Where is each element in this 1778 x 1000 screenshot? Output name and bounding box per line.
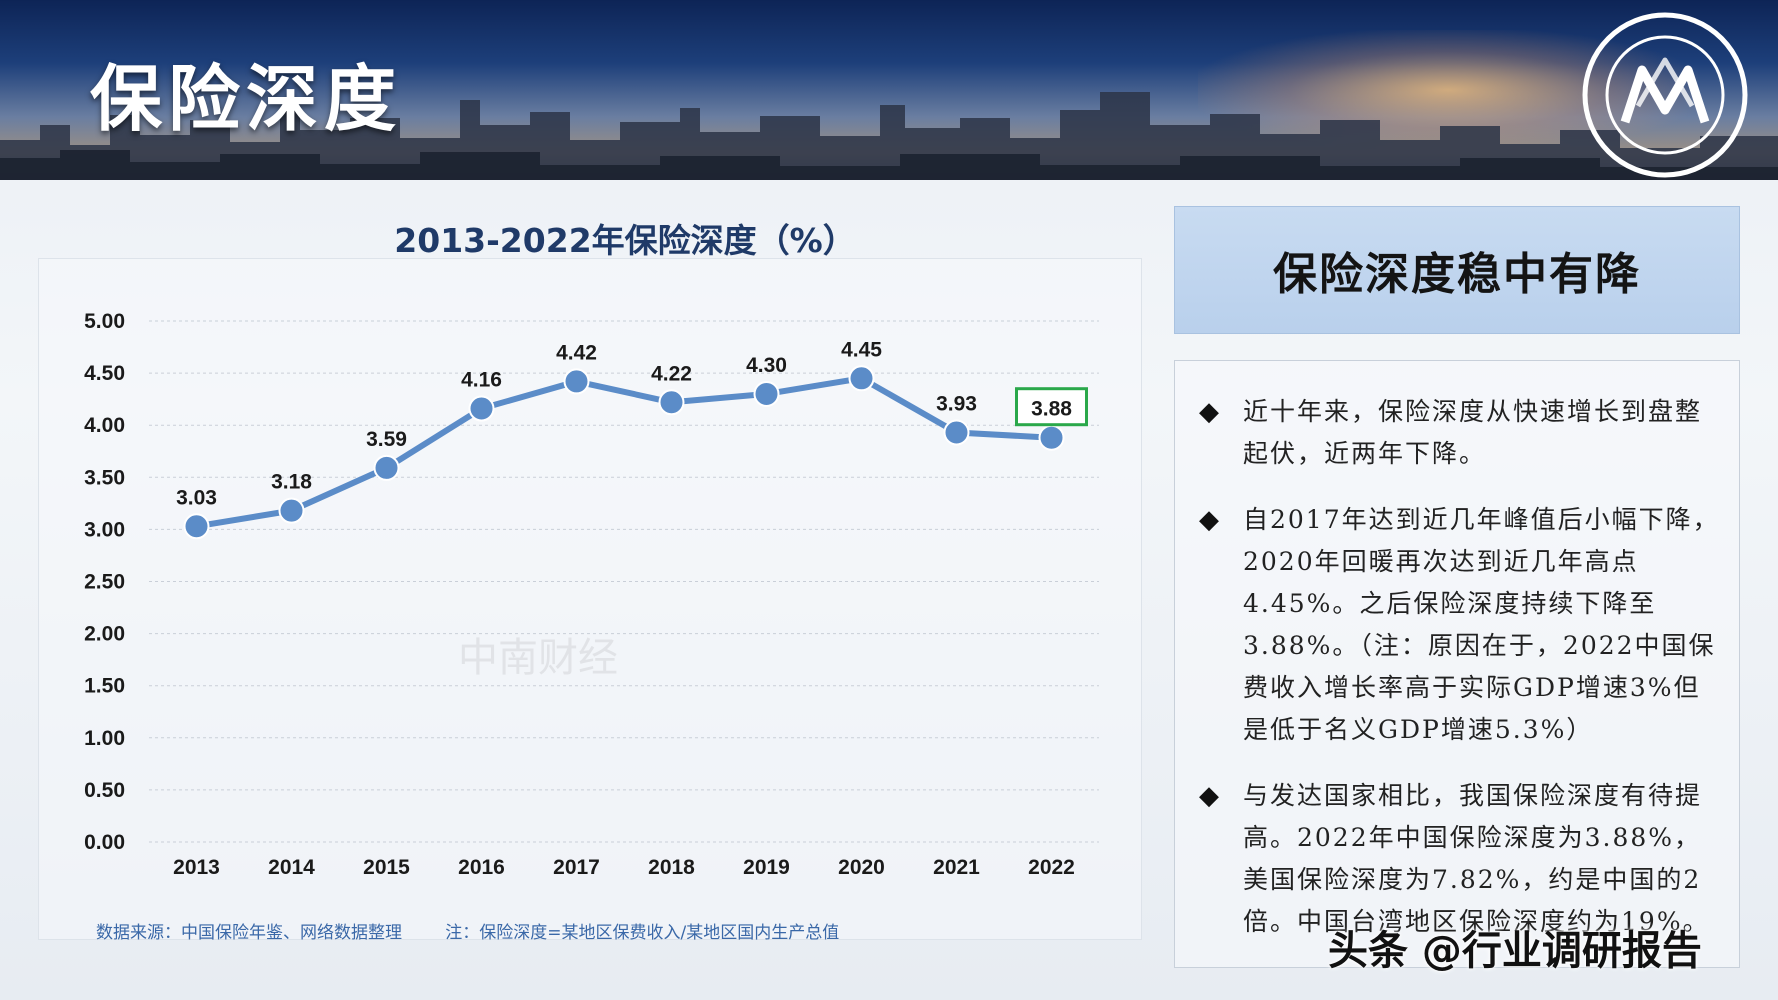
series-line-path (196, 375, 1052, 530)
y-tick-label: 1.00 (84, 727, 125, 750)
y-tick-label: 4.00 (84, 414, 125, 437)
bullet-item: ◆ 与发达国家相比，我国保险深度有待提高。2022年中国保险深度为3.88%，美… (1199, 775, 1723, 943)
x-tick-label: 2022 (1028, 856, 1075, 879)
bullet-text: 与发达国家相比，我国保险深度有待提高。2022年中国保险深度为3.88%，美国保… (1243, 781, 1710, 936)
x-tick-label: 2018 (648, 856, 695, 879)
x-tick-label: 2021 (933, 856, 980, 879)
side-panel: ◆ 近十年来，保险深度从快速增长到盘整起伏，近两年下降。 ◆ 自2017年达到近… (1174, 360, 1740, 968)
x-tick-label: 2016 (458, 856, 505, 879)
chart-footnote: 数据来源：中国保险年鉴、网络数据整理 注：保险深度=某地区保费收入/某地区国内生… (96, 923, 840, 943)
data-label: 4.22 (651, 362, 692, 385)
y-tick-label: 5.00 (84, 310, 125, 333)
x-tick-label: 2015 (363, 856, 410, 879)
data-label: 3.93 (936, 392, 977, 415)
y-tick-label: 0.00 (84, 831, 125, 854)
bullet-item: ◆ 自2017年达到近几年峰值后小幅下降，2020年回暖再次达到近几年高点4.4… (1199, 499, 1723, 751)
watermark: 中南财经 (458, 635, 618, 681)
y-tick-label: 3.50 (84, 466, 125, 489)
gridlines (149, 320, 1099, 843)
x-tick-label: 2020 (838, 856, 885, 879)
side-header-title: 保险深度稳中有降 (1273, 249, 1641, 300)
data-label: 3.88 (1031, 398, 1072, 421)
bullet-text: 自2017年达到近几年峰值后小幅下降，2020年回暖再次达到近几年高点4.45%… (1243, 505, 1720, 744)
data-label: 4.30 (746, 354, 787, 377)
diamond-bullet-icon: ◆ (1199, 781, 1219, 811)
data-point (1038, 424, 1065, 451)
y-tick-label: 2.50 (84, 571, 125, 594)
bullet-item: ◆ 近十年来，保险深度从快速增长到盘整起伏，近两年下降。 (1199, 391, 1723, 475)
city-skyline (0, 92, 1778, 180)
y-tick-label: 4.50 (84, 362, 125, 385)
chart-title: 2013-2022年保险深度（%） (394, 221, 856, 260)
line-chart: 0.00 0.50 1.00 1.50 2.00 2.50 3.00 3.50 4.00 4.50… (84, 310, 1099, 879)
page-title: 保险深度 (90, 57, 403, 141)
y-tick-label: 1.50 (84, 675, 125, 698)
x-tick-label: 2017 (553, 856, 600, 879)
data-label: 4.16 (461, 369, 502, 392)
series-line (196, 375, 1052, 530)
data-labels: 3.03 3.18 3.59 4.16 4.42 4.22 4.30 4.45 3.93 3.88 (176, 338, 1088, 509)
data-label: 4.42 (556, 341, 597, 364)
data-point (848, 365, 875, 392)
data-point (753, 380, 780, 407)
side-header: 保险深度稳中有降 (1174, 206, 1740, 334)
chart-area: 0.00 0.50 1.00 1.50 2.00 2.50 3.00 3.50 4.00 4.50… (38, 258, 1142, 940)
y-tick-label: 3.00 (84, 518, 125, 541)
data-point (183, 513, 210, 540)
x-tick-label: 2019 (743, 856, 790, 879)
y-axis-ticks: 0.00 0.50 1.00 1.50 2.00 2.50 3.00 3.50 4.00 4.50… (84, 310, 125, 854)
header-banner: 保险深度 (0, 0, 1778, 180)
logo-seal-icon (1582, 12, 1748, 178)
data-point (658, 389, 685, 416)
data-point (468, 395, 495, 422)
y-tick-label: 2.00 (84, 623, 125, 646)
data-label: 3.18 (271, 471, 312, 494)
x-axis-ticks: 2013 2014 2015 2016 2017 2018 2019 2020 2021 2022 (173, 856, 1075, 879)
data-point (563, 368, 590, 395)
data-point (943, 419, 970, 446)
data-points (183, 365, 1065, 540)
highlight-box (1015, 387, 1088, 427)
bullet-text: 近十年来，保险深度从快速增长到盘整起伏，近两年下降。 (1243, 397, 1703, 468)
x-tick-label: 2014 (268, 856, 315, 879)
data-point (278, 497, 305, 524)
data-label: 4.45 (841, 338, 882, 361)
data-point (373, 454, 400, 481)
y-tick-label: 0.50 (84, 779, 125, 802)
x-tick-label: 2013 (173, 856, 220, 879)
source-credit: 头条 @行业调研报告 (1328, 928, 1702, 974)
data-label: 3.59 (366, 428, 407, 451)
diamond-bullet-icon: ◆ (1199, 397, 1219, 427)
data-label: 3.03 (176, 486, 217, 509)
diamond-bullet-icon: ◆ (1199, 505, 1219, 535)
